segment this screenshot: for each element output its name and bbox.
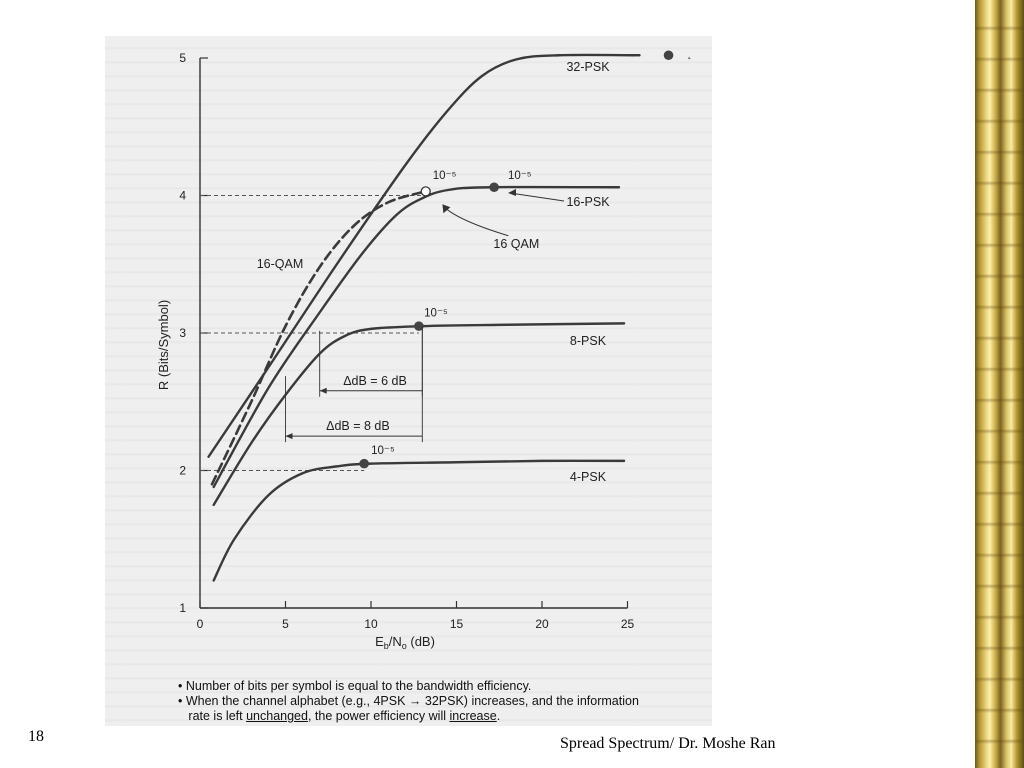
scanned-figure [105, 36, 712, 726]
series-32-psk-ber-marker [663, 50, 674, 61]
series-32-psk-line [207, 53, 641, 458]
series-4-psk-ber-marker [359, 458, 369, 469]
reference-lines [200, 195, 426, 471]
qam-pointer-head [442, 204, 451, 214]
ber-label: 10⁻⁵ [371, 445, 395, 457]
series-16-qam-ber-marker [420, 186, 431, 197]
note-unchanged: unchanged [246, 709, 308, 723]
x-axis-label: Eb/No (dB) [375, 634, 435, 651]
delta-arrow-head [319, 387, 327, 394]
y-axis-label: R (Bits/Symbol) [156, 300, 171, 390]
ber-label: 10⁻⁵ [424, 308, 448, 320]
note-bullet-2-line-1: • When the channel alphabet (e.g., 4PSK … [178, 694, 639, 708]
gold-frame-border [975, 0, 1024, 768]
chart-axes: 0 5 10 15 20 25 1 2 3 4 5 [179, 51, 634, 631]
y-tick-label: 5 [179, 51, 186, 65]
delta-db-label: ΔdB = 8 dB [326, 419, 390, 433]
figure-notes: • Number of bits per symbol is equal to … [178, 679, 708, 724]
series-16-psk-label: 16-PSK [566, 195, 610, 209]
series-4-psk-line [212, 459, 626, 582]
y-tick-label: 3 [179, 326, 186, 340]
note-text: rate is left [188, 709, 247, 723]
series-4-psk-label: 4-PSK [570, 470, 607, 484]
series-16-qam-line [210, 190, 428, 486]
series-layer: 4-PSK 8-PSK 16-PSK 32-PSK 16-QAM ˛ [207, 48, 692, 582]
y-tick-label: 2 [179, 464, 186, 478]
series-16-qam-label: 16-QAM [257, 257, 304, 271]
delta-db-label: ΔdB = 6 dB [343, 374, 407, 388]
x-tick-label: 15 [450, 617, 464, 631]
psk16-pointer-head [508, 189, 516, 196]
note-text: , the power efficiency will [307, 709, 450, 723]
ber-label: 10⁻⁵ [433, 170, 457, 182]
scan-texture [105, 36, 712, 726]
note-bullet-2-line-2: rate is left unchanged, the power effici… [178, 709, 708, 724]
note-increase: increase [449, 709, 497, 723]
y-tick-label: 1 [179, 601, 186, 615]
psk16-pointer-line [509, 192, 565, 202]
qam-marker-label: 16 QAM [493, 237, 539, 251]
ber-label: 10⁻⁵ [508, 170, 532, 182]
series-16-psk-line [212, 185, 621, 489]
annotation-layer: ΔdB = 6 dB ΔdB = 8 dB 16 QAM 10⁻⁵ 10⁻⁵ 10⁻⁵ 10… [285, 170, 565, 457]
x-tick-label: 0 [197, 617, 204, 631]
series-32-psk-label: 32-PSK [566, 60, 610, 74]
note-text: . [496, 709, 501, 723]
series-end-glyph: ˛ [688, 48, 692, 60]
series-8-psk-ber-marker [414, 321, 424, 331]
x-tick-label: 10 [364, 617, 378, 631]
slide-footer: Spread Spectrum/ Dr. Moshe Ran [560, 735, 776, 752]
series-16-psk-ber-marker [489, 182, 499, 193]
delta-arrow-head [285, 433, 293, 440]
series-8-psk-label: 8-PSK [570, 334, 607, 348]
slide-number: 18 [28, 728, 44, 745]
x-tick-label: 20 [535, 617, 549, 631]
note-bullet-1: • Number of bits per symbol is equal to … [178, 679, 532, 693]
frame-ridges [975, 0, 1024, 768]
x-tick-label: 5 [282, 617, 289, 631]
y-tick-label: 4 [179, 189, 186, 203]
series-8-psk-line [212, 322, 626, 507]
x-tick-label: 25 [621, 617, 635, 631]
qam-pointer-line [443, 205, 509, 237]
